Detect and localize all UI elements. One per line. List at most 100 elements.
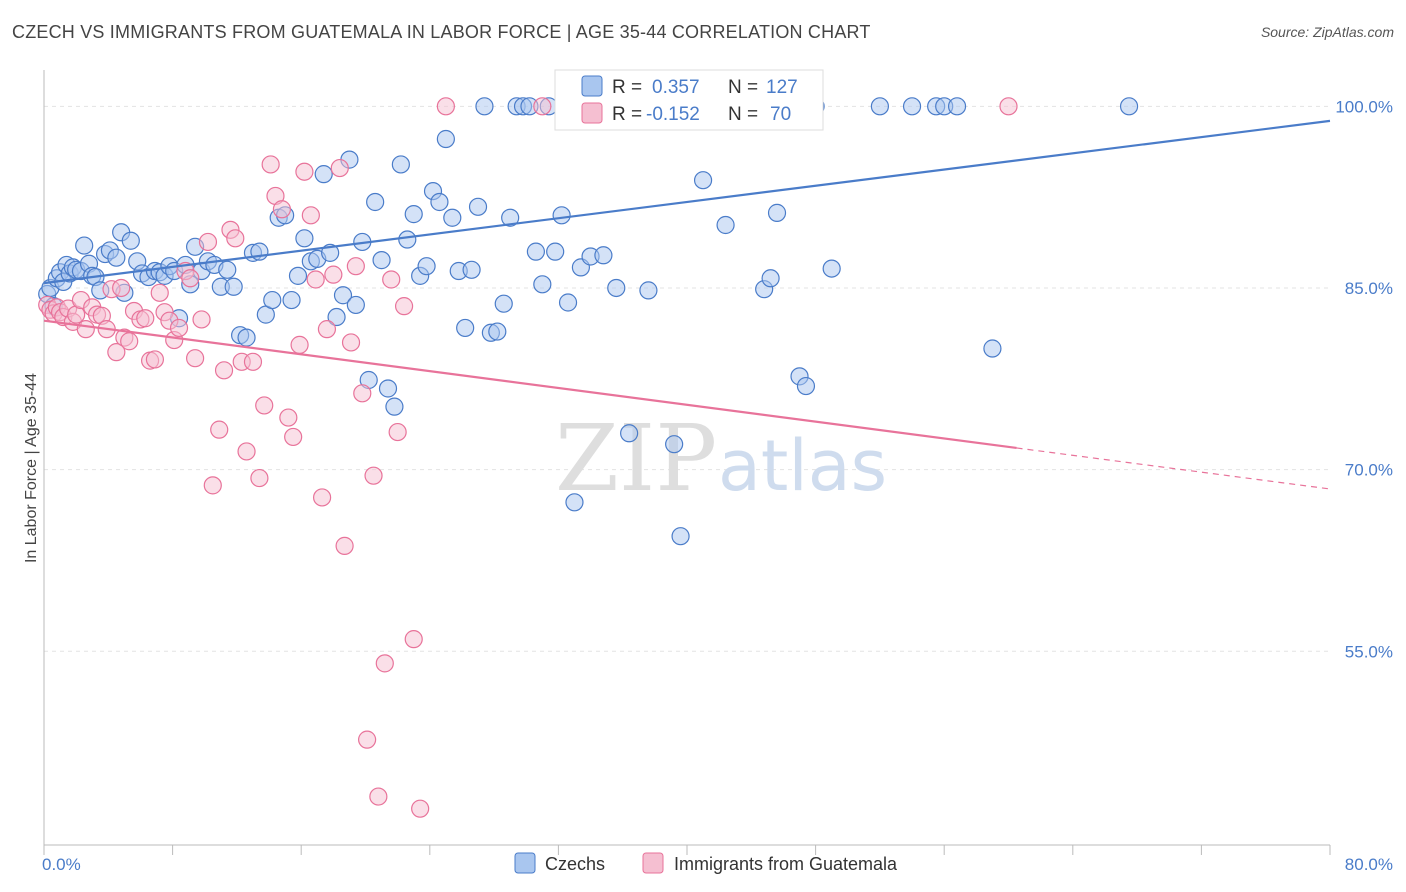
guatemala-point-24: [145, 350, 165, 369]
y-axis-label: In Labor Force | Age 35-44: [23, 373, 40, 563]
guatemala-point-29: [169, 318, 189, 338]
guatemala-point-67: [388, 422, 407, 442]
legend-n-label-2: N =: [728, 104, 758, 125]
x-tick-label-0: 0.0%: [42, 855, 81, 874]
legend-n-value-1: 127: [766, 77, 798, 98]
czech-point-55: [327, 307, 346, 327]
guatemala-point-64: [369, 787, 388, 806]
czech-point-61: [366, 192, 385, 212]
guatemala-point-22: [136, 309, 155, 328]
czech-point-58: [346, 295, 365, 315]
czech-point-66: [398, 230, 417, 249]
guatemala-point-59: [341, 333, 361, 352]
guatemala-point-33: [192, 310, 211, 329]
czech-point-82: [501, 208, 520, 227]
guatemala-point-62: [358, 730, 377, 749]
guatemala-point-61: [353, 384, 372, 403]
legend-guatemala-swatch: [581, 102, 603, 124]
legend-item-czechs-swatch: [514, 852, 536, 874]
czech-point-56: [333, 286, 353, 305]
czech-point-112: [716, 215, 735, 235]
guatemala-point-32: [186, 349, 205, 368]
czech-point-75: [456, 318, 475, 338]
y-tick-label-1: 70.0%: [1345, 461, 1393, 480]
legend-r-value-1: 0.357: [652, 77, 700, 98]
czech-point-62: [372, 251, 391, 270]
guatemala-point-49: [284, 427, 303, 447]
czech-point-69: [417, 257, 436, 276]
czech-point-41: [237, 328, 256, 347]
czech-point-105: [665, 435, 684, 454]
czech-point-39: [224, 277, 243, 296]
czech-point-71: [430, 192, 449, 212]
guatemala-point-70: [411, 799, 430, 818]
czech-point-78: [475, 97, 494, 116]
czech-point-106: [671, 527, 690, 546]
legend-series: Czechs Immigrants from Guatemala: [514, 852, 898, 874]
czech-point-81: [494, 294, 513, 313]
trend-line-0: [43, 119, 1331, 285]
guatemala-point-58: [335, 536, 354, 555]
czech-point-72: [436, 129, 455, 149]
guatemala-point-48: [279, 408, 298, 427]
czech-point-11: [75, 236, 94, 255]
guatemala-point-73: [999, 97, 1018, 116]
legend-n-value-2: 70: [770, 104, 791, 125]
czech-point-91: [558, 293, 578, 312]
guatemala-point-56: [324, 265, 343, 284]
czech-point-65: [391, 155, 410, 174]
czech-point-50: [295, 229, 314, 248]
guatemala-point-37: [214, 361, 234, 380]
legend-czech-swatch: [581, 75, 603, 97]
guatemala-point-57: [330, 158, 349, 178]
czech-point-92: [565, 493, 584, 512]
czech-point-63: [378, 379, 398, 398]
guatemala-point-47: [272, 200, 292, 219]
czech-point-90: [552, 206, 571, 225]
guatemala-point-65: [375, 654, 394, 673]
trend-line-1: [43, 319, 1017, 450]
y-tick-label-2: 85.0%: [1345, 279, 1393, 298]
x-tick-labels: 0.0% 80.0%: [42, 855, 1393, 874]
y-tick-label-3: 100.0%: [1335, 97, 1393, 116]
czech-point-53: [314, 165, 333, 184]
legend-r-value-2: -0.152: [646, 104, 700, 125]
guatemala-point-36: [210, 420, 229, 439]
czech-point-67: [404, 205, 423, 224]
guatemala-point-69: [404, 630, 423, 649]
guatemala-point-10: [76, 320, 95, 339]
y-tick-labels: 55.0% 70.0% 85.0% 100.0%: [1335, 97, 1393, 661]
guatemala-point-60: [346, 257, 365, 276]
guatemala-point-68: [394, 297, 414, 316]
legend-r-label-1: R =: [612, 77, 642, 98]
trend-lines: [43, 119, 1331, 490]
czech-point-49: [288, 266, 308, 285]
legend-item-guatemala-swatch: [642, 852, 664, 874]
guatemala-point-55: [317, 320, 337, 339]
guatemala-point-66: [382, 270, 401, 289]
trend-line-dashed-1: [1016, 447, 1331, 490]
axes: [43, 70, 1331, 855]
guatemala-point-25: [150, 283, 169, 302]
y-tick-label-0: 55.0%: [1345, 642, 1393, 661]
czech-point-130: [983, 339, 1002, 358]
guatemala-point-44: [255, 396, 274, 415]
guatemala-point-53: [306, 270, 325, 289]
legend-item-guatemala: Immigrants from Guatemala: [674, 854, 898, 874]
guatemala-point-35: [203, 476, 222, 495]
guatemala-point-16: [107, 343, 126, 362]
chart-source: Source: ZipAtlas.com: [1260, 24, 1394, 40]
czech-point-98: [607, 278, 626, 298]
czech-point-89: [546, 242, 565, 261]
czech-point-124: [822, 259, 841, 278]
czech-point-118: [767, 203, 787, 222]
guatemala-point-51: [295, 162, 314, 181]
guatemala-point-31: [181, 269, 200, 288]
watermark: ZIP atlas: [555, 405, 887, 512]
x-tick-label-1: 80.0%: [1345, 855, 1393, 874]
guatemala-point-42: [243, 352, 263, 371]
guatemala-point-63: [364, 466, 383, 485]
guatemala-point-71: [436, 97, 455, 116]
guatemala-point-41: [237, 442, 256, 461]
